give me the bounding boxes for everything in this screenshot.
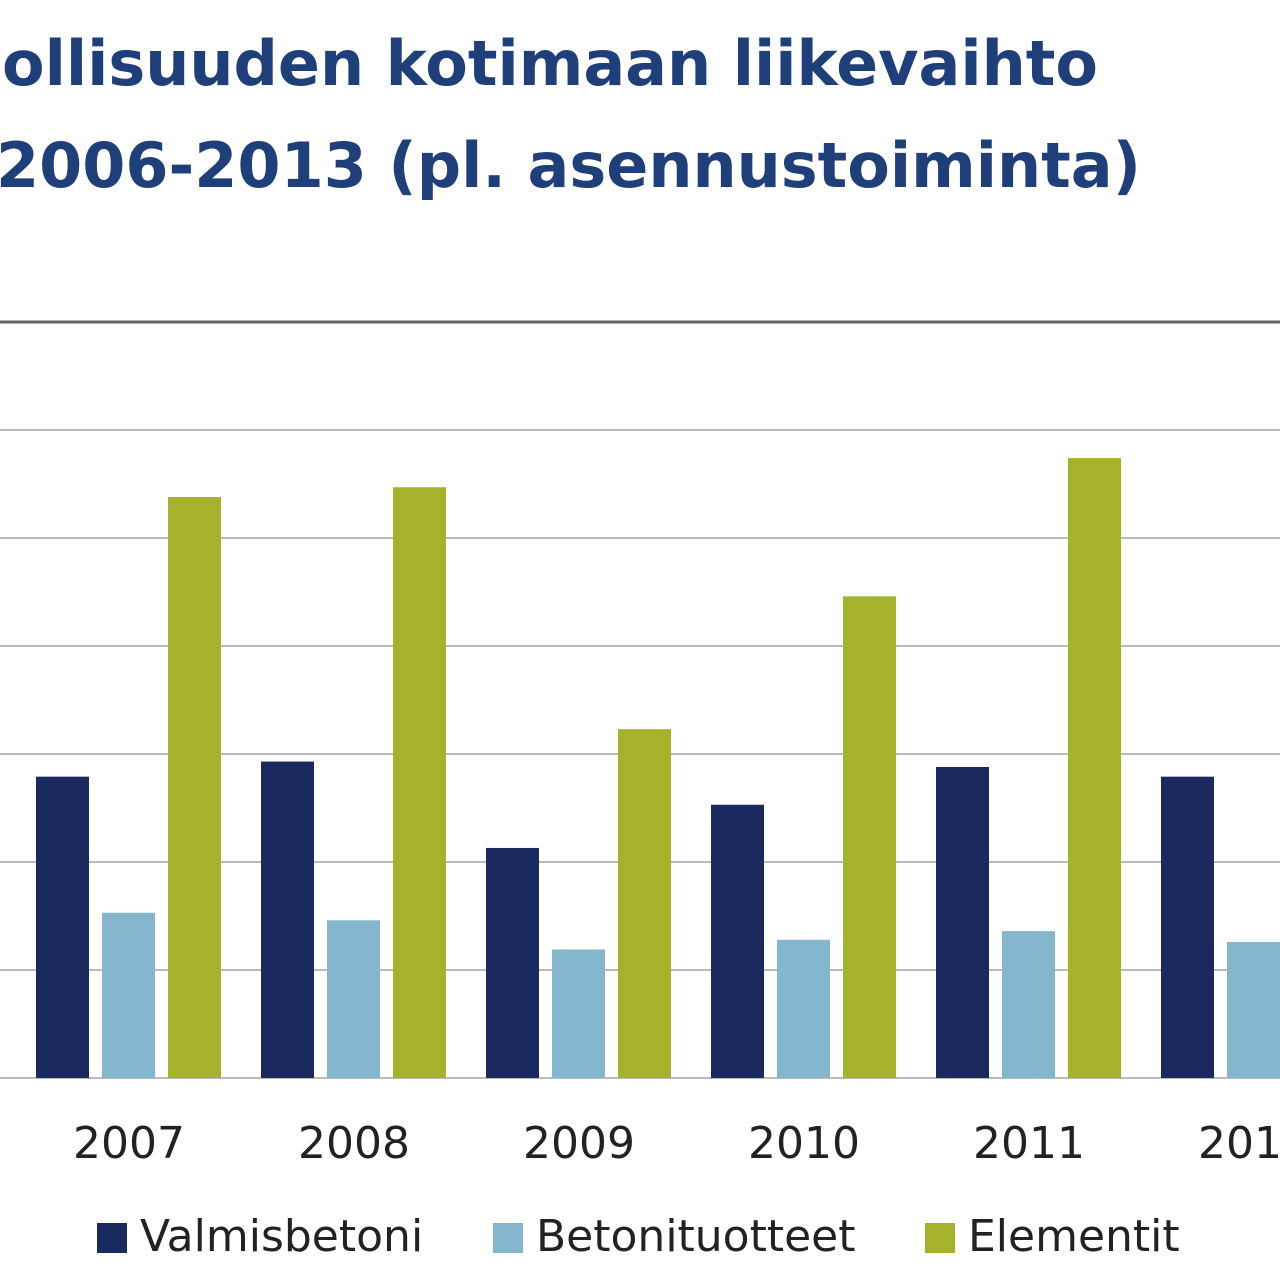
bar xyxy=(1068,458,1121,1079)
x-tick-label: 2008 xyxy=(298,1118,410,1169)
bar xyxy=(843,596,896,1078)
bar xyxy=(1227,941,1280,1078)
bar xyxy=(777,939,830,1078)
bar xyxy=(327,920,380,1078)
bar xyxy=(618,729,671,1078)
legend-label: Valmisbetoni xyxy=(140,1211,423,1262)
x-tick-label: 2007 xyxy=(73,1118,185,1169)
bar xyxy=(486,847,539,1078)
chart-title: ollisuuden kotimaan liikevaihto xyxy=(2,27,1098,100)
x-tick-label: 2010 xyxy=(748,1118,860,1169)
legend-swatch xyxy=(925,1223,955,1253)
x-tick-label: 2009 xyxy=(523,1118,635,1169)
x-tick-label: 201 xyxy=(1198,1118,1280,1169)
bar xyxy=(711,804,764,1078)
legend-swatch xyxy=(97,1223,127,1253)
legend-label: Betonituotteet xyxy=(536,1211,856,1262)
bar xyxy=(552,949,605,1078)
bar xyxy=(102,912,155,1078)
legend-swatch xyxy=(493,1223,523,1253)
bar xyxy=(1002,931,1055,1078)
bar xyxy=(936,766,989,1078)
bar xyxy=(261,761,314,1078)
bar xyxy=(36,776,89,1078)
bar xyxy=(168,496,221,1079)
x-tick-label: 2011 xyxy=(973,1118,1085,1169)
chart-title: 2006-2013 (pl. asennustoiminta) xyxy=(0,129,1141,202)
bar xyxy=(1161,776,1214,1078)
bar xyxy=(393,487,446,1078)
legend-label: Elementit xyxy=(968,1211,1180,1262)
